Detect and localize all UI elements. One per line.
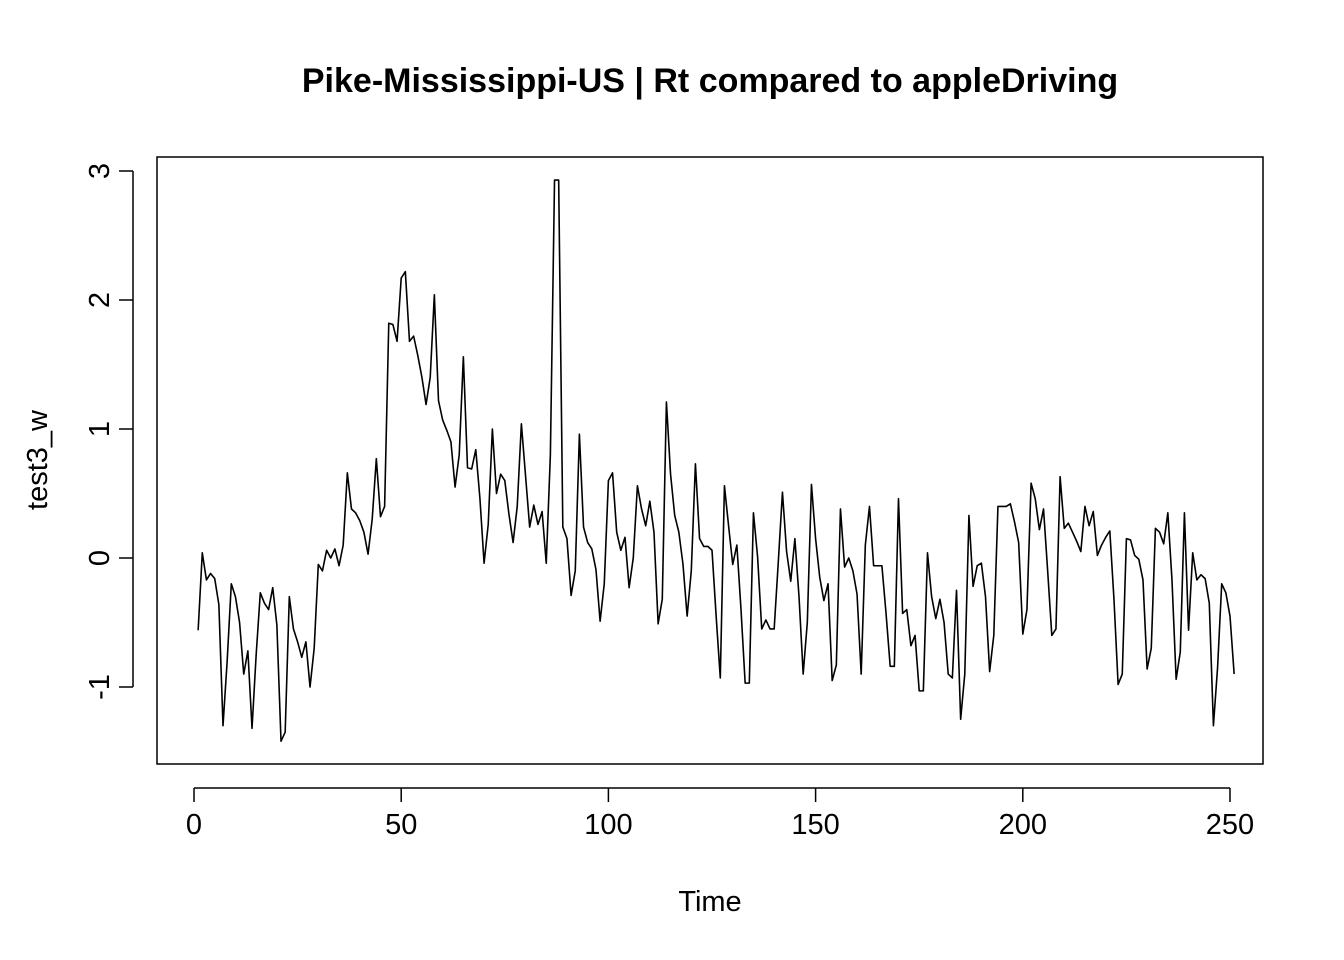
x-tick-label: 250 <box>1206 809 1254 841</box>
y-tick-label: 3 <box>84 163 116 179</box>
x-tick-label: 50 <box>385 809 417 841</box>
y-tick-label: 2 <box>84 292 116 308</box>
x-tick-label: 200 <box>999 809 1047 841</box>
x-axis-label: Time <box>678 886 741 918</box>
x-tick-label: 0 <box>186 809 202 841</box>
x-tick-label: 100 <box>584 809 632 841</box>
y-axis: -1 0 1 2 3 <box>84 163 134 700</box>
x-tick-label: 150 <box>791 809 839 841</box>
plot-frame <box>156 156 1264 765</box>
x-axis: 0 50 100 150 200 250 <box>186 787 1254 841</box>
y-tick-label: -1 <box>84 674 116 700</box>
y-axis-label: test3_w <box>22 409 54 510</box>
chart-title: Pike-Mississippi-US | Rt compared to app… <box>302 62 1118 100</box>
series-line <box>197 179 1235 742</box>
y-tick-label: 0 <box>84 550 116 566</box>
y-tick-label: 1 <box>84 421 116 437</box>
